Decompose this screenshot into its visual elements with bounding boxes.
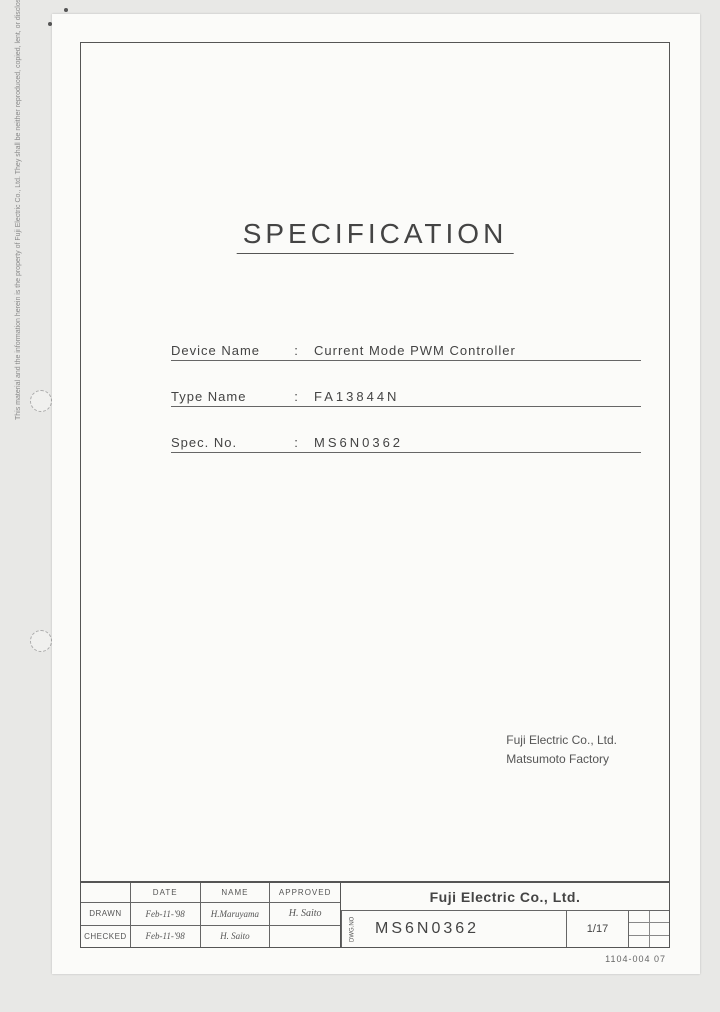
field-value: MS6N0362 xyxy=(306,435,641,453)
proprietary-notice: This material and the information herein… xyxy=(14,60,23,420)
page-number: 1/17 xyxy=(567,911,629,947)
field-colon: : xyxy=(286,343,306,361)
field-colon: : xyxy=(286,389,306,407)
scan-artifact xyxy=(64,8,68,12)
header-blank xyxy=(81,883,131,902)
punch-hole-icon xyxy=(30,390,52,412)
approved-signature: H. Saito xyxy=(270,903,340,925)
field-type-name: Type Name : FA13844N xyxy=(171,389,641,407)
header-approved: APPROVED xyxy=(270,883,340,902)
header-name: NAME xyxy=(201,883,271,902)
title-block-left: DATE NAME APPROVED DRAWN Feb-11-'98 H.Ma… xyxy=(81,883,341,947)
field-spec-no: Spec. No. : MS6N0362 xyxy=(171,435,641,453)
title-block-dwg-row: DWG.NO MS6N0362 1/17 xyxy=(341,911,669,947)
field-label: Spec. No. xyxy=(171,435,286,453)
checked-date: Feb-11-'98 xyxy=(131,926,201,948)
field-label: Device Name xyxy=(171,343,286,361)
field-colon: : xyxy=(286,435,306,453)
company-info: Fuji Electric Co., Ltd. Matsumoto Factor… xyxy=(506,731,617,769)
dwg-no-value: MS6N0362 xyxy=(363,911,567,947)
drawing-frame: SPECIFICATION Device Name : Current Mode… xyxy=(80,42,670,882)
spec-fields: Device Name : Current Mode PWM Controlle… xyxy=(171,343,641,481)
drawn-date: Feb-11-'98 xyxy=(131,903,201,925)
revision-grid xyxy=(629,911,669,947)
title-block: DATE NAME APPROVED DRAWN Feb-11-'98 H.Ma… xyxy=(80,882,670,948)
title-block-right: Fuji Electric Co., Ltd. DWG.NO MS6N0362 … xyxy=(341,883,669,947)
form-number: 1104-004 07 xyxy=(605,954,666,964)
checked-label: CHECKED xyxy=(81,926,131,948)
field-label: Type Name xyxy=(171,389,286,407)
drawn-name: H.Maruyama xyxy=(201,903,271,925)
drawn-label: DRAWN xyxy=(81,903,131,925)
header-date: DATE xyxy=(131,883,201,902)
title-block-header-row: DATE NAME APPROVED xyxy=(81,883,340,903)
dwg-no-label: DWG.NO xyxy=(341,911,363,947)
drawn-row: DRAWN Feb-11-'98 H.Maruyama H. Saito xyxy=(81,903,340,926)
company-factory: Matsumoto Factory xyxy=(506,750,617,769)
field-value: FA13844N xyxy=(306,389,641,407)
punch-hole-icon xyxy=(30,630,52,652)
document-title: SPECIFICATION xyxy=(237,218,514,254)
approved-cell xyxy=(270,926,340,948)
field-device-name: Device Name : Current Mode PWM Controlle… xyxy=(171,343,641,361)
title-block-company: Fuji Electric Co., Ltd. xyxy=(341,883,669,911)
checked-name: H. Saito xyxy=(201,926,271,948)
company-name: Fuji Electric Co., Ltd. xyxy=(506,731,617,750)
field-value: Current Mode PWM Controller xyxy=(306,343,641,361)
document-page: SPECIFICATION Device Name : Current Mode… xyxy=(52,14,700,974)
checked-row: CHECKED Feb-11-'98 H. Saito xyxy=(81,926,340,948)
